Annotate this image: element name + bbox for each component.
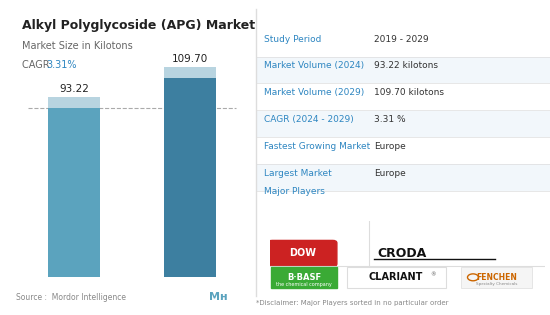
Text: CAGR: CAGR bbox=[22, 60, 53, 70]
FancyBboxPatch shape bbox=[268, 240, 337, 266]
Text: Largest Market: Largest Market bbox=[264, 169, 332, 178]
Text: Major Players: Major Players bbox=[264, 187, 325, 197]
Bar bbox=[164, 78, 216, 277]
Text: B·BASF: B·BASF bbox=[287, 273, 321, 282]
Text: 3.31%: 3.31% bbox=[47, 60, 77, 70]
Text: Europe: Europe bbox=[374, 169, 406, 178]
Text: DOW: DOW bbox=[289, 249, 316, 258]
FancyBboxPatch shape bbox=[461, 267, 532, 288]
Text: Specialty Chemicals: Specialty Chemicals bbox=[476, 282, 517, 286]
Text: FENCHEN: FENCHEN bbox=[476, 273, 517, 282]
Bar bbox=[48, 108, 100, 277]
Text: Alkyl Polyglycoside (APG) Market: Alkyl Polyglycoside (APG) Market bbox=[22, 19, 255, 32]
Text: *Disclaimer: Major Players sorted in no particular order: *Disclaimer: Major Players sorted in no … bbox=[256, 300, 448, 306]
Text: Market Size in Kilotons: Market Size in Kilotons bbox=[22, 41, 133, 51]
Text: Market Volume (2024): Market Volume (2024) bbox=[264, 61, 364, 71]
Text: CLARIANT: CLARIANT bbox=[369, 272, 423, 282]
Text: CRODA: CRODA bbox=[377, 247, 426, 260]
Text: Mʜ: Mʜ bbox=[209, 292, 228, 302]
Text: 3.31 %: 3.31 % bbox=[374, 115, 406, 124]
Bar bbox=[164, 67, 216, 78]
Text: Europe: Europe bbox=[374, 142, 406, 151]
Text: Study Period: Study Period bbox=[264, 35, 321, 44]
Text: 93.22 kilotons: 93.22 kilotons bbox=[374, 61, 438, 71]
Text: 109.70: 109.70 bbox=[172, 54, 208, 64]
FancyBboxPatch shape bbox=[346, 267, 446, 288]
Text: 2019 - 2029: 2019 - 2029 bbox=[374, 35, 428, 44]
Text: Market Volume (2029): Market Volume (2029) bbox=[264, 88, 364, 97]
Bar bbox=[48, 97, 100, 108]
FancyBboxPatch shape bbox=[271, 267, 337, 288]
Text: Fastest Growing Market: Fastest Growing Market bbox=[264, 142, 370, 151]
Text: CAGR (2024 - 2029): CAGR (2024 - 2029) bbox=[264, 115, 354, 124]
Text: the chemical company: the chemical company bbox=[276, 282, 332, 287]
Text: 93.22: 93.22 bbox=[59, 84, 89, 94]
Text: 109.70 kilotons: 109.70 kilotons bbox=[374, 88, 444, 97]
Text: Source :  Mordor Intelligence: Source : Mordor Intelligence bbox=[16, 293, 126, 302]
Text: ®: ® bbox=[430, 272, 436, 278]
